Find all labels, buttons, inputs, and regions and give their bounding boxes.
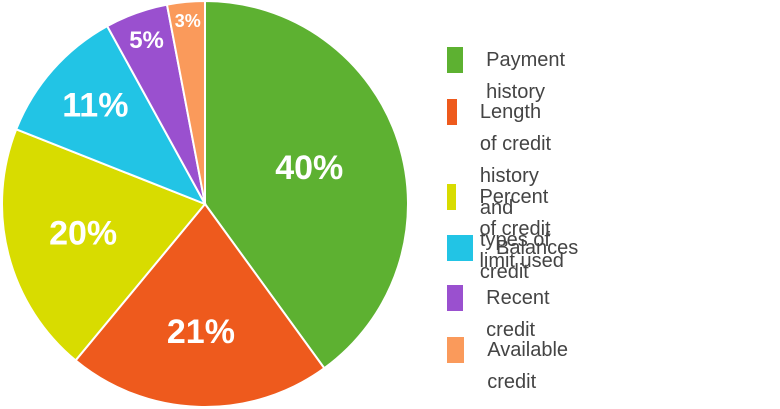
legend-label: Length of credit history and types of cr… [479, 101, 552, 283]
legend-label: Balances [496, 237, 579, 259]
legend-label: Payment history [486, 49, 566, 103]
legend-item: Balances [447, 234, 578, 264]
legend-item: Payment history [447, 46, 575, 108]
legend-swatch [447, 337, 465, 363]
chart: 40% 21% 20% 11% 5% 3% [1, 0, 409, 408]
legend-swatch [447, 235, 473, 261]
legend-label: Available credit [487, 339, 569, 393]
value-label: 40% [275, 149, 343, 187]
legend-item: Length of credit history and types of cr… [447, 98, 557, 288]
legend-item: Percent of credit limit used [447, 183, 565, 277]
value-label: 20% [49, 214, 117, 252]
pie-slice [204, 0, 409, 370]
legend-swatch [447, 47, 464, 73]
legend-label: Recent credit [486, 287, 550, 341]
pie-slice [14, 24, 208, 206]
value-label: 21% [167, 313, 235, 351]
legend-swatch [447, 184, 457, 210]
value-label: 5% [129, 27, 164, 54]
value-label: 3% [175, 11, 201, 31]
legend-swatch [447, 285, 464, 311]
legend-label: Percent of credit limit used [479, 186, 564, 272]
legend-item: Recent credit [447, 284, 559, 346]
legend-item: Available credit [447, 336, 577, 398]
legend-swatch [447, 99, 457, 125]
pie-slice [74, 202, 326, 408]
value-label: 11% [62, 86, 128, 124]
pie-slice [1, 127, 207, 362]
pie-slice [165, 0, 206, 205]
